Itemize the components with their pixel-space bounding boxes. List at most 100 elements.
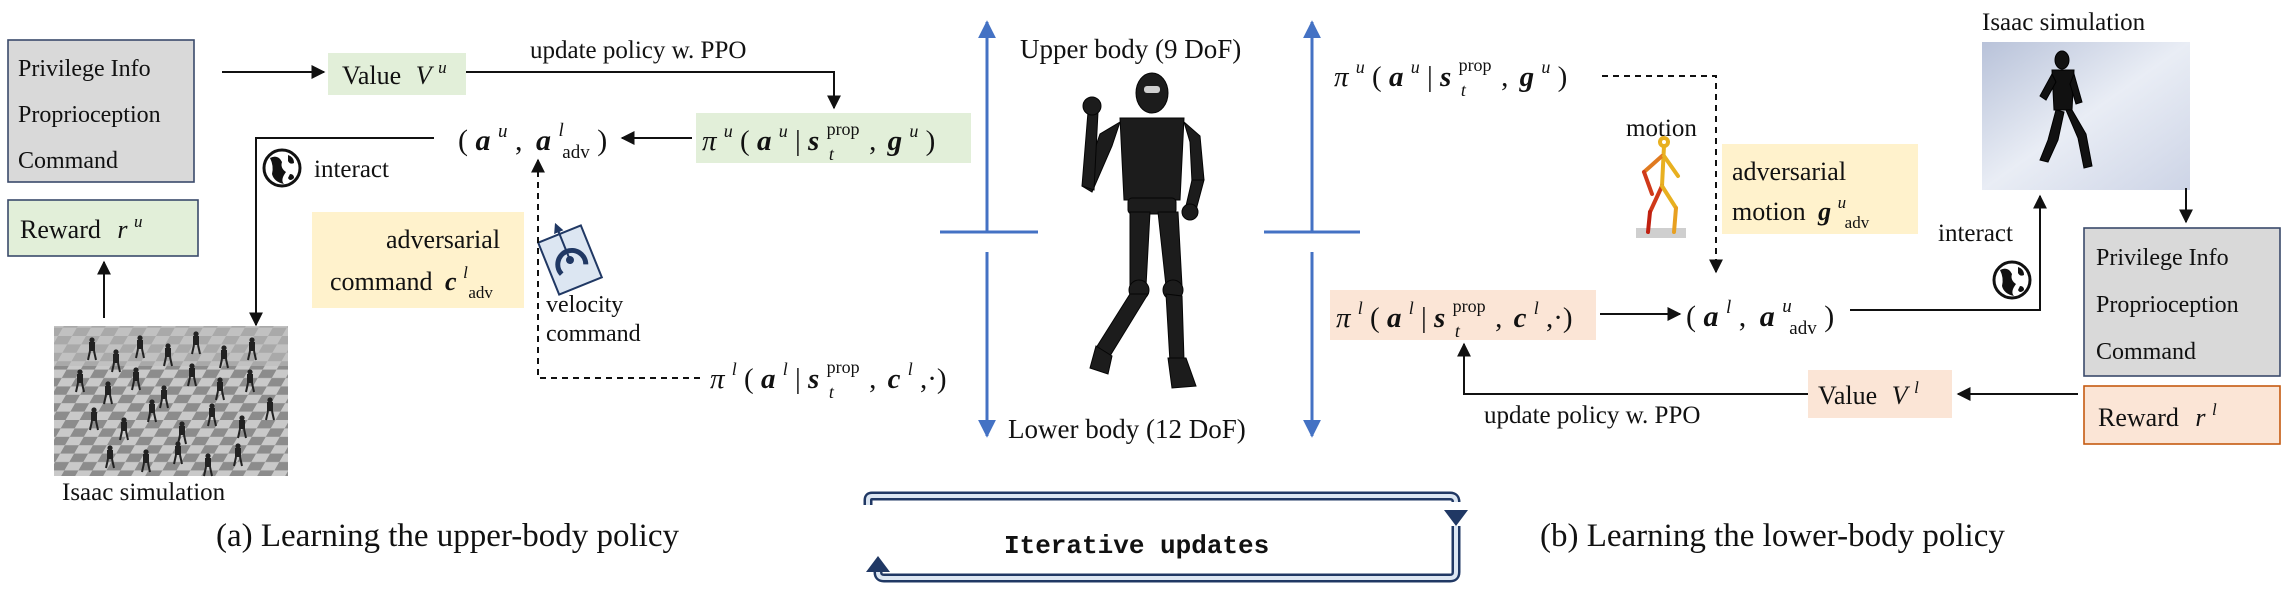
arrow-upper-to-action bbox=[1602, 75, 1723, 274]
right-caption: (b) Learning the lower-body policy bbox=[1540, 518, 2005, 554]
crowd-robot bbox=[105, 445, 115, 469]
crowd-robot bbox=[265, 397, 275, 421]
policy-pi: π bbox=[702, 125, 718, 157]
adv-motion-sup: u bbox=[1838, 193, 1847, 212]
upper-body-label: Upper body (9 DoF) bbox=[1020, 34, 1241, 64]
adv-command-sup: l bbox=[463, 263, 468, 282]
left-reward-sym: r bbox=[117, 215, 128, 244]
crowd-robot bbox=[131, 367, 141, 391]
policy-a-sup: u bbox=[779, 121, 788, 141]
svg-text:Reward r u: Reward r u bbox=[20, 212, 142, 244]
right-sim-label: Isaac simulation bbox=[1982, 9, 2146, 36]
crowd-robot bbox=[191, 331, 201, 355]
right-value-label: Value bbox=[1818, 381, 1877, 410]
svg-text:motion g u: motion g u adv bbox=[1732, 185, 1870, 232]
policy-s: s bbox=[807, 125, 819, 157]
left-lower-policy: π l ( a l | s prop t , c l ,·) bbox=[710, 348, 947, 405]
left-update-label: update policy w. PPO bbox=[530, 37, 746, 64]
right-reward-sup: l bbox=[2212, 400, 2217, 419]
motion-stick-figure bbox=[1636, 136, 1686, 238]
humanoid-robot-figure bbox=[1081, 72, 1205, 389]
left-panel: Privilege Info Proprioception Command Va… bbox=[7, 37, 971, 554]
right-panel: π u ( a u | s prop t , g u ) motion bbox=[1330, 9, 2281, 554]
left-info-line-1: Privilege Info bbox=[18, 56, 151, 82]
arrow-action-to-sim bbox=[249, 137, 434, 327]
right-lower-policy-box: π l ( a l | s prop t , c l ,·) bbox=[1330, 290, 1596, 341]
crowd-robot bbox=[103, 381, 113, 405]
left-action-pair: ( a u , a l adv ) bbox=[458, 110, 607, 165]
left-sim-label: Isaac simulation bbox=[62, 479, 226, 506]
left-sim-image bbox=[54, 326, 288, 477]
svg-text:π u (: π u ( a u | s prop t , g u ) bbox=[702, 110, 935, 167]
crowd-robot bbox=[247, 337, 257, 361]
right-action-pair: ( a l , a u adv ) bbox=[1686, 286, 1834, 341]
svg-text:Reward r l: Reward r l bbox=[2098, 400, 2217, 432]
velocity-line-1: velocity bbox=[546, 292, 623, 318]
right-value-sup: l bbox=[1914, 378, 1919, 397]
arrow-action-to-sim-right bbox=[1850, 194, 2047, 311]
adv-motion-line-2: motion bbox=[1732, 197, 1806, 226]
right-info-line-3: Command bbox=[2096, 339, 2196, 365]
policy-pi-sup: u bbox=[724, 121, 733, 141]
left-value-sup: u bbox=[438, 58, 447, 77]
crowd-robot bbox=[237, 415, 247, 439]
adv-command-line-2: command bbox=[330, 267, 433, 296]
right-value-box: Value V l bbox=[1808, 370, 1952, 418]
right-update-label: update policy w. PPO bbox=[1484, 402, 1700, 429]
adv-motion-line-1: adversarial bbox=[1732, 157, 1846, 186]
crowd-robot bbox=[141, 449, 151, 473]
velocity-line-2: command bbox=[546, 321, 641, 347]
policy-s-sup: prop bbox=[827, 119, 860, 139]
right-reward-label: Reward bbox=[2098, 403, 2179, 432]
left-info-line-3: Command bbox=[18, 148, 118, 174]
right-reward-sym: r bbox=[2195, 403, 2206, 432]
center-panel: Upper body (9 DoF) Lower body (12 DoF) bbox=[863, 20, 1468, 583]
adv-command-sub: adv bbox=[468, 283, 493, 302]
left-value-label: Value bbox=[342, 61, 401, 90]
left-reward-box: Reward r u bbox=[7, 199, 199, 257]
svg-text:Value V u: Value V u bbox=[342, 58, 447, 90]
right-reward-box: Reward r l bbox=[2083, 385, 2281, 445]
crowd-robot bbox=[219, 345, 229, 369]
crowd-robot bbox=[147, 399, 157, 423]
adv-command-sym: c bbox=[445, 267, 457, 296]
left-upper-policy-box: π u ( a u | s prop t , g u ) bbox=[696, 110, 971, 167]
right-interact-label: interact bbox=[1938, 220, 2013, 247]
policy-g-sup: u bbox=[909, 121, 918, 141]
iterative-updates-label: Iterative updates bbox=[1004, 531, 1269, 561]
crowd-robot bbox=[135, 335, 145, 359]
right-info-box: Privilege Info Proprioception Command bbox=[2083, 227, 2281, 377]
left-info-line-2: Proprioception bbox=[18, 102, 161, 128]
left-reward-sup: u bbox=[134, 212, 143, 231]
crowd-robot bbox=[89, 407, 99, 431]
right-info-line-2: Proprioception bbox=[2096, 292, 2239, 318]
crowd-robot bbox=[187, 363, 197, 387]
lower-body-label: Lower body (12 DoF) bbox=[1008, 414, 1246, 444]
left-adv-command-box: adversarial command c l adv bbox=[312, 212, 524, 308]
crowd-robot bbox=[87, 337, 97, 361]
crowd-robot bbox=[245, 369, 255, 393]
velocity-gauge-icon bbox=[536, 222, 604, 296]
crowd-robot bbox=[203, 453, 213, 477]
right-upper-policy: π u ( a u | s prop t , g u ) bbox=[1334, 46, 1567, 103]
right-sim-image bbox=[1982, 42, 2193, 224]
policy-g: g bbox=[887, 125, 903, 157]
left-caption: (a) Learning the upper-body policy bbox=[216, 518, 679, 554]
crowd-robot bbox=[163, 343, 173, 367]
right-adv-motion-box: adversarial motion g u adv bbox=[1722, 144, 1918, 234]
right-value-sym: V bbox=[1892, 381, 1911, 410]
left-value-box: Value V u bbox=[328, 53, 466, 95]
crowd-robot bbox=[215, 377, 225, 401]
iterative-updates-loop bbox=[863, 491, 1468, 583]
left-value-symbol: V bbox=[416, 61, 435, 90]
adv-command-line-1: adversarial bbox=[386, 225, 500, 254]
crowd-robot bbox=[75, 369, 85, 393]
svg-text:Value V l: Value V l bbox=[1818, 378, 1919, 410]
policy-a: a bbox=[757, 125, 772, 157]
crowd-robot bbox=[173, 441, 183, 465]
svg-text:command c l: command c l adv bbox=[330, 255, 493, 302]
left-interact-label: interact bbox=[314, 156, 389, 183]
adv-motion-sub: adv bbox=[1845, 213, 1870, 232]
crowd-robot bbox=[111, 349, 121, 373]
